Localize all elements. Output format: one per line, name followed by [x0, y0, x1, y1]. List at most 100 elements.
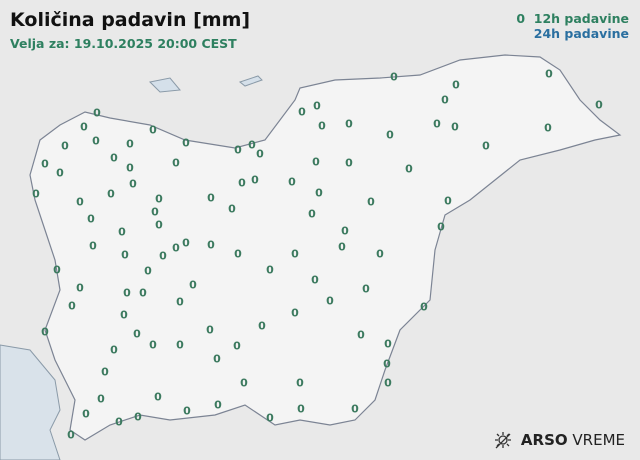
- station-value[interactable]: 0: [176, 338, 184, 352]
- station-value[interactable]: 0: [312, 155, 320, 169]
- station-value[interactable]: 0: [308, 207, 316, 221]
- station-value[interactable]: 0: [544, 121, 552, 135]
- station-value[interactable]: 0: [291, 247, 299, 261]
- station-value[interactable]: 0: [313, 99, 321, 113]
- station-value[interactable]: 0: [176, 295, 184, 309]
- station-value[interactable]: 0: [133, 327, 141, 341]
- station-value[interactable]: 0: [126, 161, 134, 175]
- station-value[interactable]: 0: [67, 428, 75, 442]
- station-value[interactable]: 0: [433, 117, 441, 131]
- station-value[interactable]: 0: [87, 212, 95, 226]
- station-value[interactable]: 0: [298, 105, 306, 119]
- station-value[interactable]: 0: [213, 352, 221, 366]
- station-value[interactable]: 0: [118, 225, 126, 239]
- station-value[interactable]: 0: [61, 139, 69, 153]
- station-value[interactable]: 0: [115, 415, 123, 429]
- station-value[interactable]: 0: [240, 376, 248, 390]
- station-value[interactable]: 0: [159, 249, 167, 263]
- station-value[interactable]: 0: [126, 137, 134, 151]
- station-value[interactable]: 0: [386, 128, 394, 142]
- station-value[interactable]: 0: [68, 299, 76, 313]
- station-value[interactable]: 0: [121, 248, 129, 262]
- station-value[interactable]: 0: [248, 138, 256, 152]
- station-value[interactable]: 0: [139, 286, 147, 300]
- station-value[interactable]: 0: [367, 195, 375, 209]
- station-value[interactable]: 0: [297, 402, 305, 416]
- station-value[interactable]: 0: [101, 365, 109, 379]
- station-value[interactable]: 0: [123, 286, 131, 300]
- station-value[interactable]: 0: [97, 392, 105, 406]
- station-value[interactable]: 0: [129, 177, 137, 191]
- station-value[interactable]: 0: [545, 67, 553, 81]
- station-value[interactable]: 0: [266, 411, 274, 425]
- station-value[interactable]: 0: [92, 134, 100, 148]
- station-value[interactable]: 0: [256, 147, 264, 161]
- station-value[interactable]: 0: [189, 278, 197, 292]
- station-value[interactable]: 0: [315, 186, 323, 200]
- station-value[interactable]: 0: [80, 120, 88, 134]
- station-value[interactable]: 0: [390, 70, 398, 84]
- station-value[interactable]: 0: [82, 407, 90, 421]
- station-value[interactable]: 0: [89, 239, 97, 253]
- station-value[interactable]: 0: [182, 136, 190, 150]
- station-value[interactable]: 0: [172, 241, 180, 255]
- station-value[interactable]: 0: [110, 343, 118, 357]
- station-value[interactable]: 0: [234, 143, 242, 157]
- station-value[interactable]: 0: [338, 240, 346, 254]
- station-value[interactable]: 0: [41, 157, 49, 171]
- station-value[interactable]: 0: [266, 263, 274, 277]
- station-value[interactable]: 0: [76, 195, 84, 209]
- station-value[interactable]: 0: [233, 339, 241, 353]
- station-value[interactable]: 0: [296, 376, 304, 390]
- station-value[interactable]: 0: [207, 238, 215, 252]
- station-value[interactable]: 0: [288, 175, 296, 189]
- station-value[interactable]: 0: [183, 404, 191, 418]
- station-value[interactable]: 0: [345, 117, 353, 131]
- station-value[interactable]: 0: [228, 202, 236, 216]
- station-value[interactable]: 0: [451, 120, 459, 134]
- station-value[interactable]: 0: [341, 224, 349, 238]
- station-value[interactable]: 0: [251, 173, 259, 187]
- station-value[interactable]: 0: [345, 156, 353, 170]
- station-value[interactable]: 0: [441, 93, 449, 107]
- station-value[interactable]: 0: [207, 191, 215, 205]
- station-value[interactable]: 0: [93, 106, 101, 120]
- station-value[interactable]: 0: [151, 205, 159, 219]
- station-value[interactable]: 0: [376, 247, 384, 261]
- station-value[interactable]: 0: [357, 328, 365, 342]
- station-value[interactable]: 0: [107, 187, 115, 201]
- station-value[interactable]: 0: [155, 218, 163, 232]
- station-value[interactable]: 0: [155, 192, 163, 206]
- station-value[interactable]: 0: [311, 273, 319, 287]
- station-value[interactable]: 0: [41, 325, 49, 339]
- station-value[interactable]: 0: [76, 281, 84, 295]
- station-value[interactable]: 0: [291, 306, 299, 320]
- station-value[interactable]: 0: [362, 282, 370, 296]
- station-value[interactable]: 0: [258, 319, 266, 333]
- station-value[interactable]: 0: [53, 263, 61, 277]
- station-value[interactable]: 0: [420, 300, 428, 314]
- station-value[interactable]: 0: [154, 390, 162, 404]
- station-value[interactable]: 0: [172, 156, 180, 170]
- station-value[interactable]: 0: [383, 357, 391, 371]
- station-value[interactable]: 0: [437, 220, 445, 234]
- station-value[interactable]: 0: [149, 338, 157, 352]
- station-value[interactable]: 0: [482, 139, 490, 153]
- station-value[interactable]: 0: [384, 337, 392, 351]
- station-value[interactable]: 0: [56, 166, 64, 180]
- station-value[interactable]: 0: [234, 247, 242, 261]
- station-value[interactable]: 0: [384, 376, 392, 390]
- station-value[interactable]: 0: [444, 194, 452, 208]
- station-value[interactable]: 0: [134, 410, 142, 424]
- station-value[interactable]: 0: [182, 236, 190, 250]
- station-value[interactable]: 0: [110, 151, 118, 165]
- station-value[interactable]: 0: [144, 264, 152, 278]
- station-value[interactable]: 0: [120, 308, 128, 322]
- station-value[interactable]: 0: [214, 398, 222, 412]
- station-value[interactable]: 0: [206, 323, 214, 337]
- station-value[interactable]: 0: [326, 294, 334, 308]
- station-value[interactable]: 0: [595, 98, 603, 112]
- station-value[interactable]: 0: [405, 162, 413, 176]
- station-value[interactable]: 0: [351, 402, 359, 416]
- station-value[interactable]: 0: [452, 78, 460, 92]
